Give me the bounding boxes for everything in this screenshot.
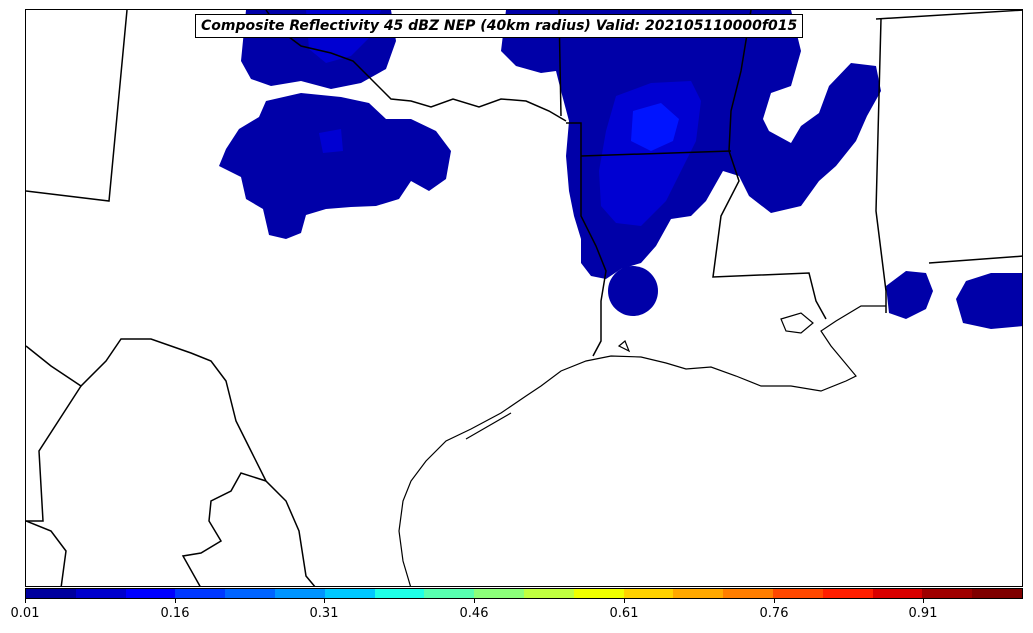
- colorbar-segment-8: [424, 589, 475, 598]
- colorbar-segment-19: [972, 589, 1022, 598]
- coast-lake-pontchartrain: [780, 312, 814, 334]
- coast-lake-calcasieu: [617, 340, 631, 353]
- colorbar: [25, 588, 1023, 599]
- probability-shading-high: [631, 103, 679, 151]
- colorbar-tick-label-4: 0.61: [609, 606, 639, 621]
- colorbar-tick-0: [25, 599, 26, 603]
- border-texas-louisiana: [566, 122, 607, 357]
- colorbar-segment-15: [772, 589, 823, 598]
- border-top-tn: [875, 10, 1022, 20]
- shading-high-arkansas: [631, 103, 679, 151]
- colorbar-segment-13: [673, 589, 724, 598]
- colorbar-segment-17: [872, 589, 923, 598]
- coast-barrier-island: [465, 412, 512, 440]
- colorbar-segment-0: [26, 589, 76, 598]
- colorbar-segment-2: [125, 589, 176, 598]
- colorbar-segment-6: [324, 589, 375, 598]
- colorbar-tick-label-0: 0.01: [10, 606, 40, 621]
- border-new-mexico-east: [26, 10, 128, 202]
- colorbar-tick-6: [923, 599, 924, 603]
- colorbar-segment-5: [274, 589, 325, 598]
- border-mississippi-river: [712, 10, 827, 320]
- border-mexico-chihuahua: [26, 385, 82, 522]
- border-mississippi-alabama: [875, 18, 887, 313]
- map-panel: [25, 9, 1023, 587]
- shading-mid-texas: [319, 129, 343, 153]
- colorbar-tick-label-2: 0.31: [309, 606, 339, 621]
- border-arkansas-louisiana: [580, 150, 732, 157]
- colorbar-tick-label-6: 0.91: [908, 606, 938, 621]
- colorbar-tick-5: [774, 599, 775, 603]
- colorbar-tick-1: [175, 599, 176, 603]
- colorbar-tick-2: [324, 599, 325, 603]
- shading-alabama-cell-1: [886, 271, 933, 319]
- colorbar-segment-14: [723, 589, 773, 598]
- colorbar-segment-10: [523, 589, 574, 598]
- colorbar-segment-4: [225, 589, 275, 598]
- colorbar-tick-4: [624, 599, 625, 603]
- shading-alabama-cell-2: [956, 273, 1022, 329]
- colorbar-segment-7: [374, 589, 425, 598]
- coastline-gulf: [398, 305, 886, 586]
- colorbar-segment-1: [75, 589, 126, 598]
- colorbar-segment-18: [922, 589, 973, 598]
- colorbar-tick-label-3: 0.46: [459, 606, 489, 621]
- shading-louisiana-cell: [608, 266, 658, 316]
- map-canvas: [26, 10, 1022, 586]
- colorbar-segment-3: [175, 589, 226, 598]
- coastline: [398, 305, 886, 586]
- colorbar-tick-label-5: 0.76: [759, 606, 789, 621]
- border-mexico-coahuila: [26, 520, 67, 586]
- colorbar-segment-12: [623, 589, 674, 598]
- shading-north-texas: [219, 93, 451, 239]
- colorbar-segment-16: [822, 589, 873, 598]
- border-alabama-florida: [928, 255, 1022, 264]
- colorbar-segment-9: [474, 589, 524, 598]
- border-mexico-nuevo-leon: [181, 472, 267, 586]
- border-rio-grande-west: [26, 338, 316, 586]
- colorbar-tick-3: [474, 599, 475, 603]
- colorbar-segment-11: [573, 589, 624, 598]
- map-title: Composite Reflectivity 45 dBZ NEP (40km …: [195, 14, 804, 38]
- border-red-river: [265, 10, 567, 122]
- colorbar-tick-label-1: 0.16: [160, 606, 190, 621]
